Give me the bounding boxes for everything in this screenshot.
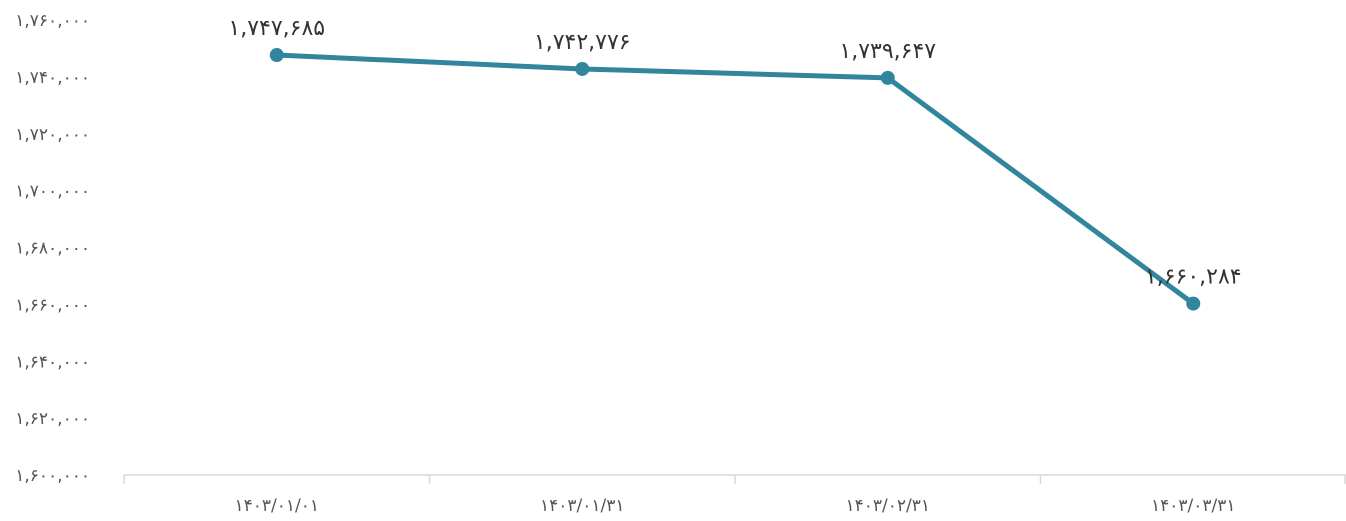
data-label: ۱,۷۳۹,۶۴۷ <box>839 39 936 64</box>
data-point <box>575 61 590 76</box>
data-label: ۱,۷۴۷,۶۸۵ <box>228 16 325 41</box>
data-point <box>1186 296 1201 311</box>
y-tick-label: ۱,۶۴۰,۰۰۰ <box>15 352 90 372</box>
y-tick-label: ۱,۶۲۰,۰۰۰ <box>15 409 90 429</box>
y-tick-label: ۱,۷۰۰,۰۰۰ <box>15 182 90 202</box>
data-label: ۱,۷۴۲,۷۷۶ <box>534 30 631 55</box>
x-tick-label: ۱۴۰۳/۰۱/۰۱ <box>234 496 319 516</box>
y-tick-label: ۱,۶۰۰,۰۰۰ <box>15 466 90 486</box>
series-layer <box>269 48 1201 311</box>
x-tick-label: ۱۴۰۳/۰۲/۳۱ <box>845 496 930 516</box>
series-line <box>274 52 1196 307</box>
y-axis-tick-labels: ۱,۷۶۰,۰۰۰ ۱,۷۴۰,۰۰۰ ۱,۷۲۰,۰۰۰ ۱,۷۰۰,۰۰۰ ۱,۶۸… <box>15 11 90 486</box>
x-tick-label: ۱۴۰۳/۰۳/۳۱ <box>1151 496 1236 516</box>
data-point <box>880 70 895 85</box>
y-tick-label: ۱,۶۶۰,۰۰۰ <box>15 295 90 315</box>
y-tick-label: ۱,۷۶۰,۰۰۰ <box>15 11 90 31</box>
data-point <box>269 48 284 63</box>
data-labels: ۱,۷۴۷,۶۸۵ ۱,۷۴۲,۷۷۶ ۱,۷۳۹,۶۴۷ ۱,۶۶۰,۲۸۴ <box>228 16 1241 290</box>
y-tick-label: ۱,۶۸۰,۰۰۰ <box>15 239 90 259</box>
x-tick-label: ۱۴۰۳/۰۱/۳۱ <box>540 496 625 516</box>
y-tick-label: ۱,۷۴۰,۰۰۰ <box>15 68 90 88</box>
y-tick-label: ۱,۷۲۰,۰۰۰ <box>15 125 90 145</box>
x-axis: ۱۴۰۳/۰۱/۰۱ ۱۴۰۳/۰۱/۳۱ ۱۴۰۳/۰۲/۳۱ ۱۴۰۳/۰۳/۳۱ <box>123 474 1346 516</box>
data-label: ۱,۶۶۰,۲۸۴ <box>1145 265 1242 290</box>
